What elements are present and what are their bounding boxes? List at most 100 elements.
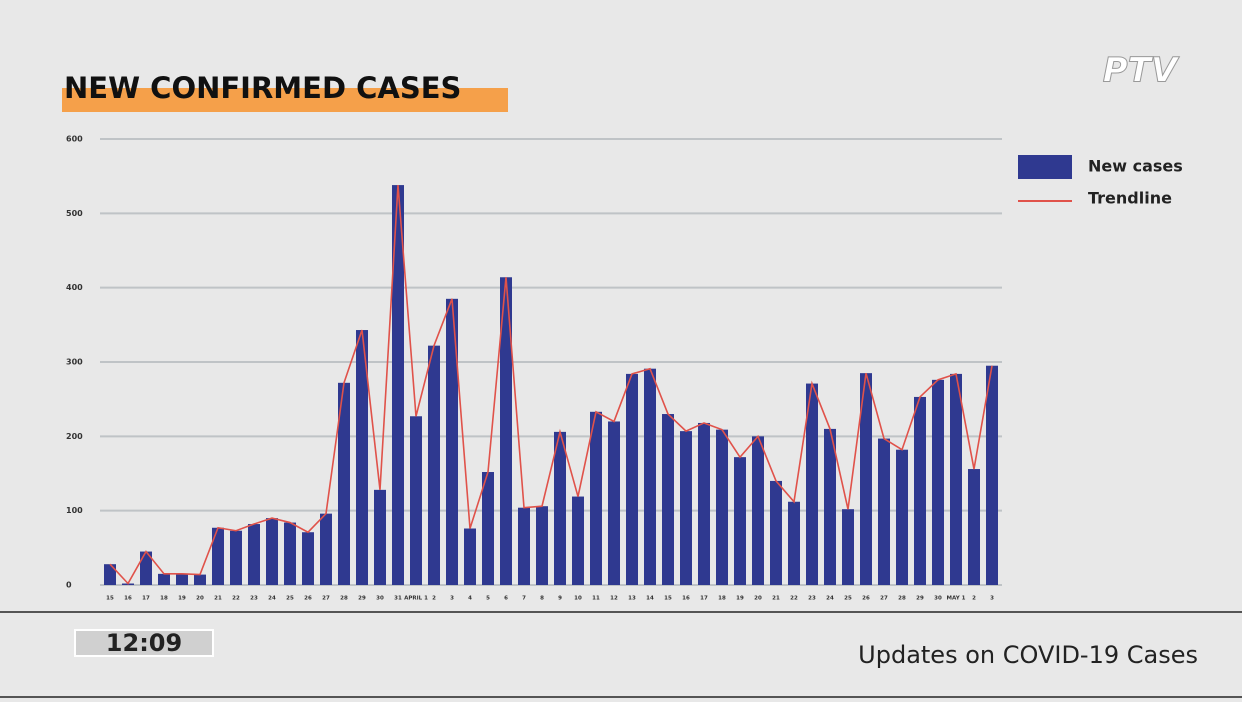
bar — [932, 379, 944, 585]
bar — [518, 507, 530, 585]
bar — [428, 345, 440, 585]
bar — [950, 373, 962, 585]
bar — [842, 509, 854, 585]
x-tick-label: MAY 1 — [947, 596, 966, 602]
x-tick-label: 19 — [736, 596, 744, 602]
x-tick-label: 29 — [916, 596, 924, 602]
bar — [788, 501, 800, 585]
x-tick-label: 18 — [160, 596, 168, 602]
x-tick-label: 28 — [898, 596, 906, 602]
x-tick-label: 30 — [934, 596, 942, 602]
clock: 12:09 — [106, 629, 182, 657]
x-tick-label: 17 — [700, 596, 708, 602]
y-tick-label: 300 — [66, 358, 83, 367]
bar — [536, 506, 548, 585]
x-tick-label: 26 — [862, 596, 870, 602]
x-tick-label: 5 — [486, 596, 490, 602]
bar — [266, 518, 278, 585]
bar — [572, 496, 584, 585]
x-tick-label: 17 — [142, 596, 150, 602]
bar — [464, 528, 476, 585]
chart-title: NEW CONFIRMED CASES — [64, 71, 461, 105]
x-tick-label: 25 — [844, 596, 852, 602]
bar — [284, 522, 296, 585]
y-tick-label: 200 — [66, 432, 83, 441]
x-tick-label: 9 — [558, 596, 562, 602]
bar — [824, 428, 836, 585]
x-tick-label: 20 — [196, 596, 204, 602]
x-tick-label: 4 — [468, 596, 472, 602]
x-tick-label: 25 — [286, 596, 294, 602]
bar — [212, 527, 224, 585]
bar — [554, 431, 566, 585]
bar — [446, 298, 458, 585]
x-tick-label: 30 — [376, 596, 384, 602]
bar — [176, 573, 188, 585]
x-tick-label: 23 — [250, 596, 258, 602]
bar — [320, 513, 332, 585]
bar — [860, 373, 872, 585]
x-tick-label: 29 — [358, 596, 366, 602]
x-tick-label: 21 — [214, 596, 222, 602]
bar — [500, 277, 512, 585]
legend-label: Trendline — [1088, 189, 1172, 208]
y-tick-label: 600 — [66, 135, 83, 144]
x-tick-label: 20 — [754, 596, 762, 602]
bar — [230, 530, 242, 585]
bar — [482, 472, 494, 585]
x-tick-label: APRIL 1 — [404, 596, 428, 602]
x-tick-label: 10 — [574, 596, 582, 602]
y-tick-label: 100 — [66, 506, 83, 515]
x-tick-label: 21 — [772, 596, 780, 602]
bar — [896, 449, 908, 585]
bar — [338, 382, 350, 585]
x-tick-label: 22 — [790, 596, 798, 602]
bar — [698, 422, 710, 585]
bar — [410, 416, 422, 585]
x-tick-label: 27 — [880, 596, 888, 602]
bar — [734, 457, 746, 585]
x-tick-label: 3 — [450, 596, 454, 602]
bar — [878, 438, 890, 585]
bar — [608, 421, 620, 585]
x-tick-label: 19 — [178, 596, 186, 602]
bar — [374, 489, 386, 585]
x-tick-label: 14 — [646, 596, 654, 602]
x-tick-label: 3 — [990, 596, 994, 602]
bar — [716, 429, 728, 585]
logo: PTV — [1103, 51, 1180, 91]
bar — [662, 414, 674, 585]
x-tick-label: 28 — [340, 596, 348, 602]
x-tick-label: 8 — [540, 596, 544, 602]
x-tick-label: 22 — [232, 596, 240, 602]
x-tick-label: 16 — [682, 596, 690, 602]
bar — [806, 383, 818, 585]
x-tick-label: 15 — [106, 596, 114, 602]
x-tick-label: 12 — [610, 596, 618, 602]
x-tick-label: 26 — [304, 596, 312, 602]
x-tick-label: 2 — [432, 596, 436, 602]
x-tick-label: 7 — [522, 596, 526, 602]
x-tick-label: 31 — [394, 596, 402, 602]
clock-box — [74, 629, 214, 657]
y-tick-label: 0 — [66, 581, 72, 590]
x-tick-label: 15 — [664, 596, 672, 602]
trendline — [109, 185, 993, 585]
bar — [752, 436, 764, 585]
bar — [680, 431, 692, 585]
legend-swatch — [1018, 155, 1072, 179]
x-tick-label: 13 — [628, 596, 636, 602]
bar — [986, 365, 998, 585]
title-highlight — [62, 88, 508, 112]
bar — [770, 480, 782, 585]
x-tick-label: 27 — [322, 596, 330, 602]
x-tick-label: 16 — [124, 596, 132, 602]
bar — [104, 564, 116, 585]
x-tick-label: 23 — [808, 596, 816, 602]
x-tick-label: 24 — [268, 596, 276, 602]
x-tick-label: 18 — [718, 596, 726, 602]
x-tick-label: 11 — [592, 596, 600, 602]
bar — [590, 411, 602, 585]
bar — [392, 185, 404, 585]
